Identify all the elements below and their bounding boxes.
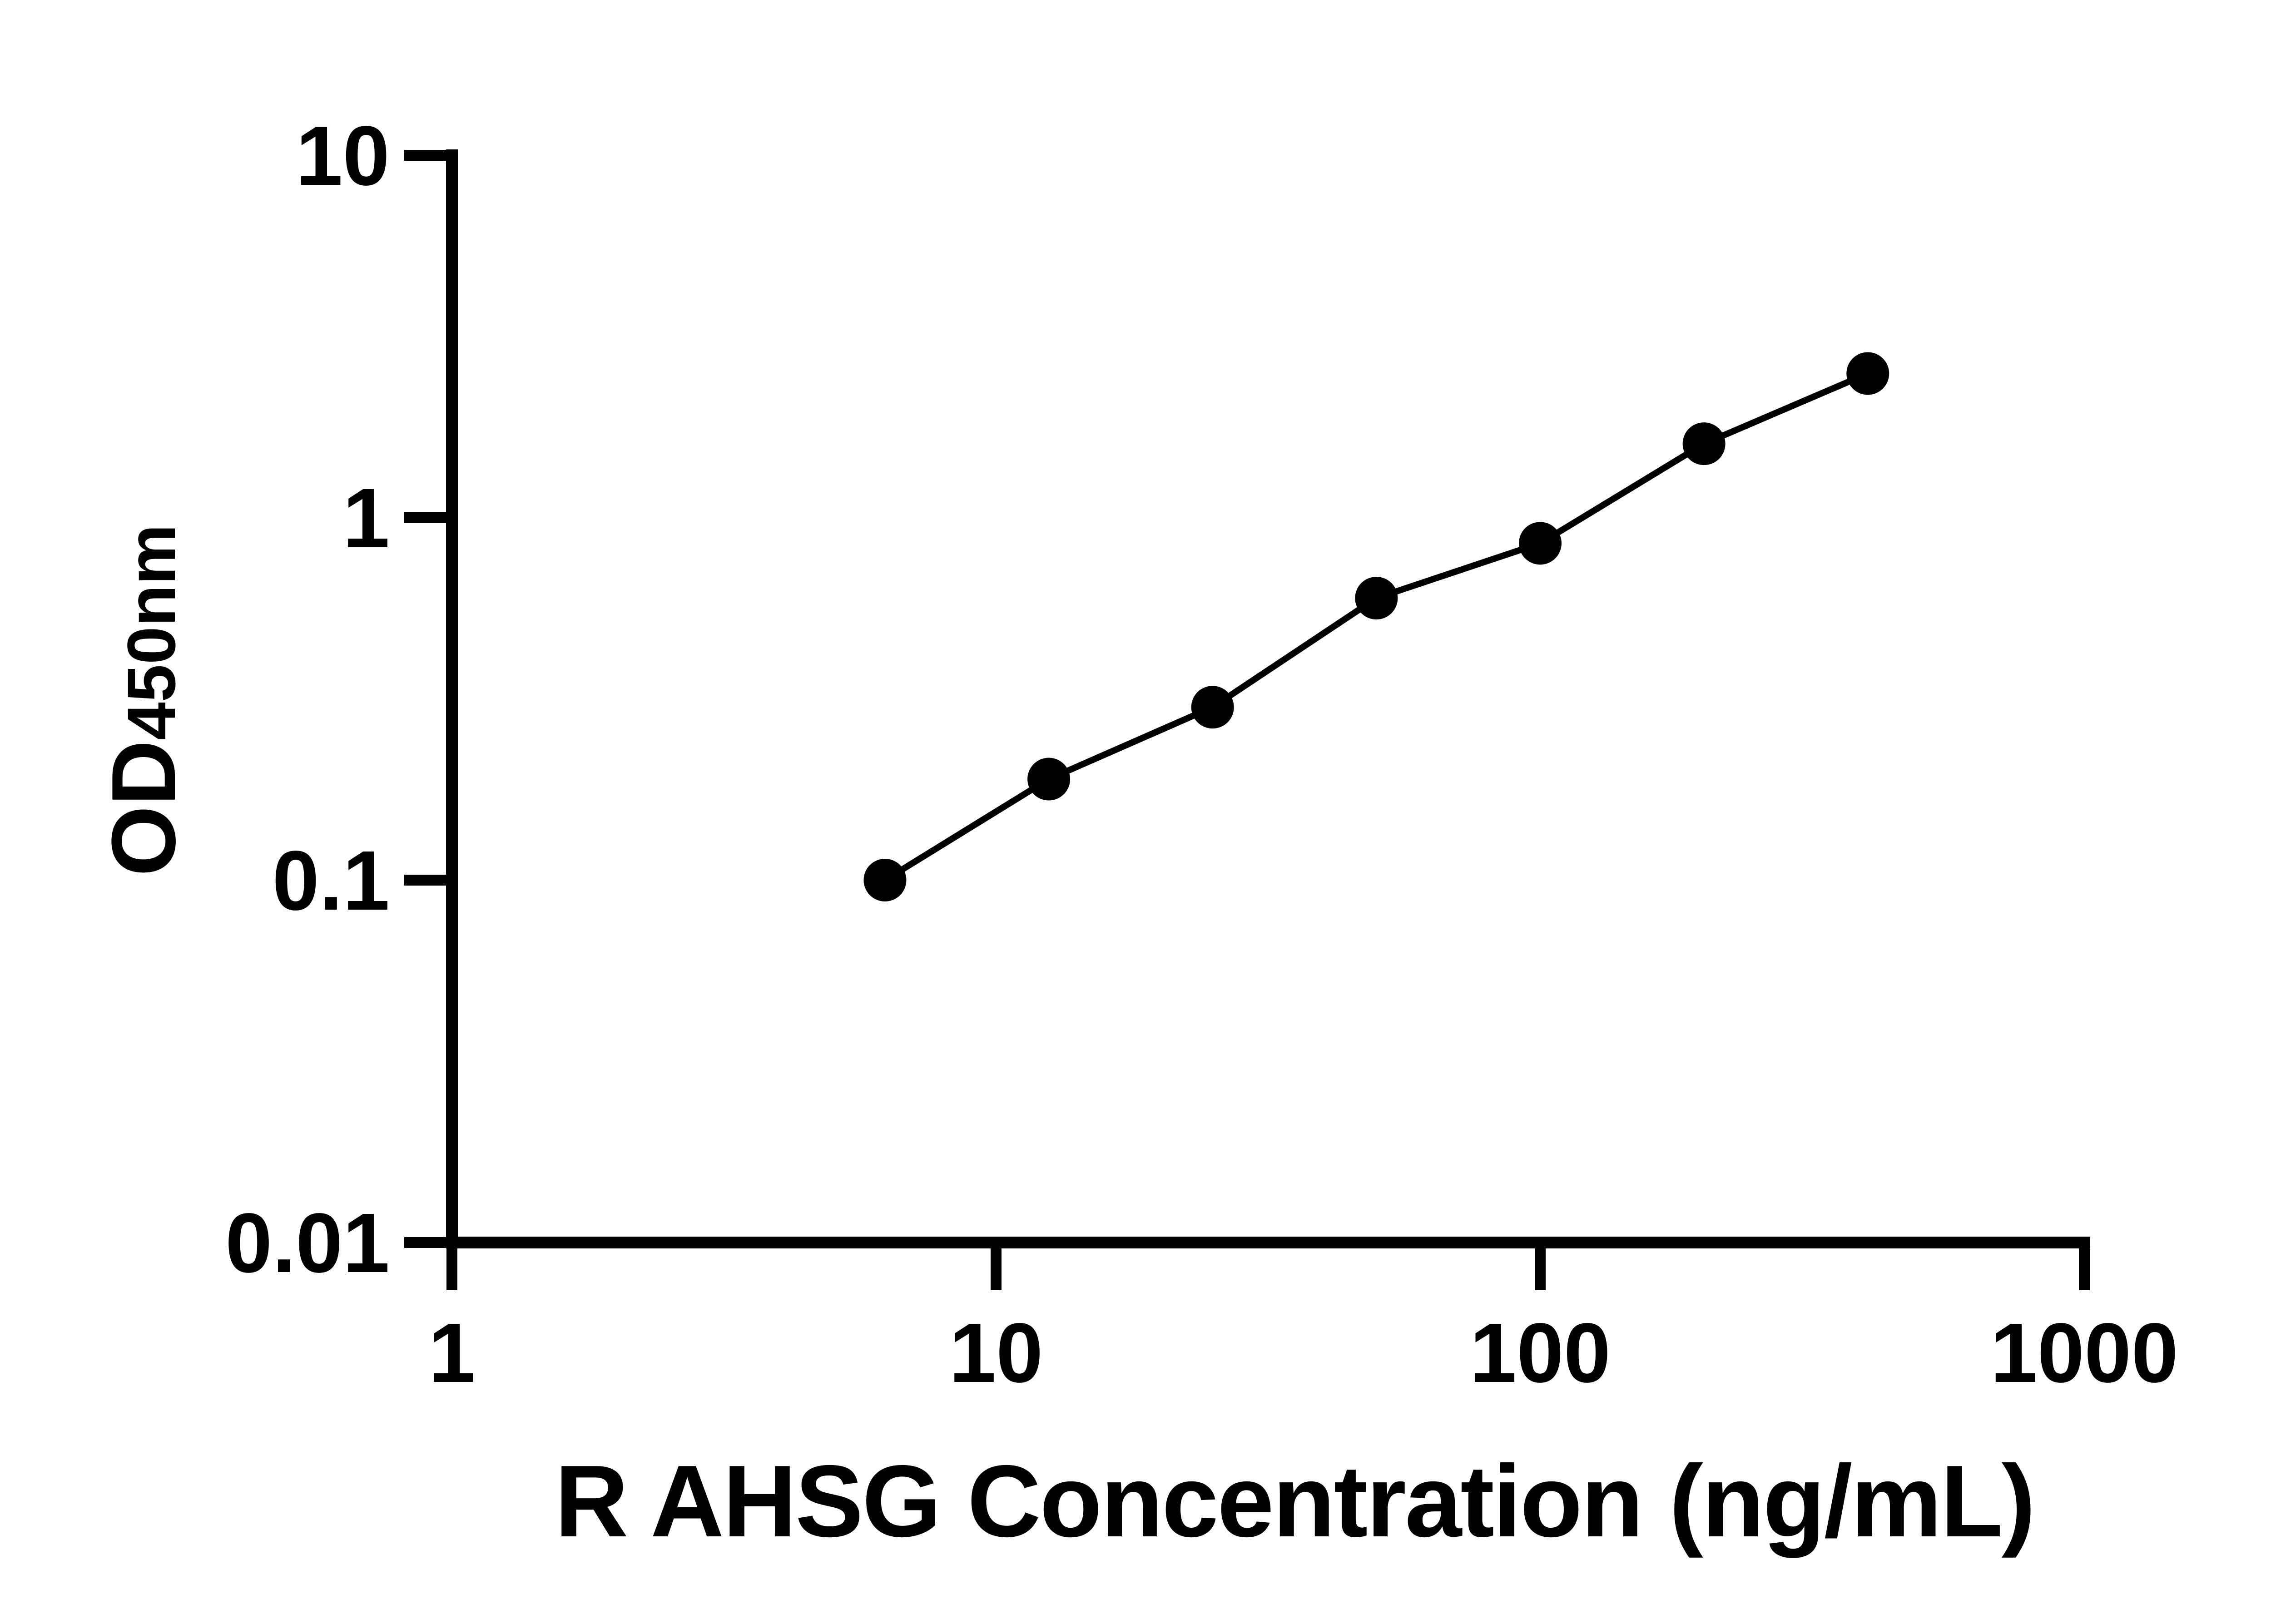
y-tick-label-0.01: 0.01 — [225, 1196, 390, 1290]
y-tick-label-1: 1 — [343, 471, 390, 565]
data-point-200ng — [1682, 422, 1726, 465]
data-point-6.25ng — [863, 859, 907, 901]
data-point-100ng — [1519, 522, 1562, 565]
data-point-12.5ng — [1027, 758, 1071, 801]
y-axis-title: OD450nm — [93, 524, 194, 876]
x-tick-label-10: 10 — [949, 1306, 1043, 1400]
x-tick-label-100: 100 — [1470, 1306, 1611, 1400]
data-point-50ng — [1355, 577, 1398, 620]
y-tick-label-0.1: 0.1 — [272, 834, 390, 928]
y-axis-title-main: OD — [93, 740, 194, 876]
x-tick-label-1: 1 — [428, 1306, 475, 1400]
data-point-400ng — [1846, 352, 1889, 395]
y-tick-label-10: 10 — [296, 109, 390, 203]
y-axis-title-subscript: 450nm — [113, 524, 189, 740]
x-tick-label-1000: 1000 — [1990, 1306, 2178, 1400]
data-point-25ng — [1191, 686, 1234, 729]
x-axis-title: R AHSG Concentration (ng/mL) — [555, 1444, 2034, 1558]
